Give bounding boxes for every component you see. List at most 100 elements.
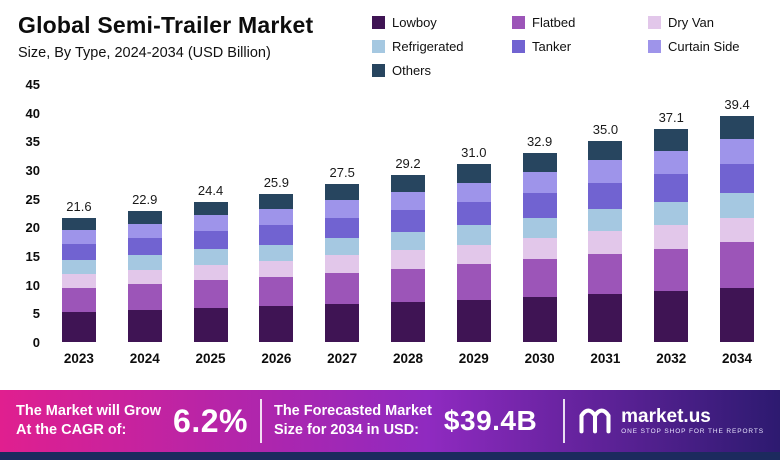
x-axis-label: 2032 bbox=[656, 351, 687, 366]
segment-refrigerated bbox=[127, 255, 162, 270]
legend-swatch bbox=[648, 40, 661, 53]
bar-total-label: 24.4 bbox=[197, 183, 224, 199]
segment-tanker bbox=[522, 193, 557, 218]
segment-others bbox=[654, 129, 689, 151]
cagr-label-line2: At the CAGR of: bbox=[16, 422, 127, 438]
segment-lowboy bbox=[259, 306, 294, 342]
segment-curtain-side bbox=[522, 172, 557, 193]
segment-curtain-side bbox=[259, 209, 294, 226]
segment-lowboy bbox=[127, 310, 162, 342]
segment-flatbed bbox=[325, 272, 360, 305]
bar-total-label: 31.0 bbox=[461, 145, 487, 161]
segment-lowboy bbox=[325, 304, 360, 342]
plot-area: 21.6 22.9 24.4 25.9 27.5 29.2 31.0 32.9 35.0 37.1… bbox=[46, 84, 770, 342]
segment-curtain-side bbox=[720, 139, 755, 164]
segment-tanker bbox=[390, 210, 425, 232]
x-axis-label: 2029 bbox=[458, 351, 489, 366]
legend-item-lowboy: Lowboy bbox=[372, 15, 498, 30]
segment-curtain-side bbox=[325, 200, 360, 218]
legend-item-tanker: Tanker bbox=[512, 39, 634, 54]
segment-lowboy bbox=[720, 287, 755, 342]
x-axis-label: 2030 bbox=[524, 351, 555, 366]
bar-group-2034: 39.4 bbox=[704, 84, 770, 342]
y-tick-label: 20 bbox=[25, 220, 40, 236]
y-tick-label: 10 bbox=[25, 277, 40, 293]
bar-group-2023: 21.6 bbox=[46, 84, 112, 342]
legend-label: Others bbox=[392, 63, 432, 78]
segment-curtain-side bbox=[61, 230, 96, 244]
stacked-bar-2030 bbox=[522, 153, 557, 342]
legend-item-refrigerated: Refrigerated bbox=[372, 39, 498, 54]
segment-lowboy bbox=[193, 308, 228, 342]
x-axis-label: 2023 bbox=[63, 351, 94, 366]
cagr-label-line1: The Market will Grow bbox=[16, 403, 162, 420]
x-axis-labels: 2023 2024 2025 2026 2027 2028 2029 2030 2031 2032… bbox=[46, 351, 770, 366]
segment-dry-van bbox=[456, 244, 491, 265]
bar-total-label: 27.5 bbox=[329, 165, 355, 181]
brand-tagline: ONE STOP SHOP FOR THE REPORTS bbox=[621, 427, 764, 435]
header: Global Semi-Trailer Market Size, By Type… bbox=[0, 0, 780, 78]
y-tick-label: 0 bbox=[32, 335, 40, 350]
segment-flatbed bbox=[127, 284, 162, 311]
segment-dry-van bbox=[127, 269, 162, 285]
segment-lowboy bbox=[588, 293, 623, 342]
forecast-label: The Forecasted Market Size for 2034 in U… bbox=[274, 402, 432, 440]
stacked-bar-2026 bbox=[259, 193, 294, 342]
bar-total-label: 35.0 bbox=[592, 122, 619, 138]
segment-curtain-side bbox=[193, 215, 228, 231]
bar-total-label: 25.9 bbox=[263, 174, 289, 190]
stacked-bar-2028 bbox=[390, 174, 425, 342]
segment-tanker bbox=[259, 225, 294, 245]
stacked-bar-2029 bbox=[456, 164, 491, 342]
segment-flatbed bbox=[259, 276, 294, 307]
x-axis-label: 2027 bbox=[327, 351, 358, 366]
x-axis-label: 2026 bbox=[261, 351, 292, 366]
segment-lowboy bbox=[390, 301, 425, 342]
x-axis-label: 2028 bbox=[392, 351, 423, 366]
stacked-bar-2031 bbox=[588, 141, 623, 342]
segment-curtain-side bbox=[456, 182, 491, 203]
legend-swatch bbox=[372, 40, 385, 53]
segment-dry-van bbox=[588, 231, 623, 254]
cagr-value: 6.2% bbox=[173, 402, 248, 439]
bar-total-label: 29.2 bbox=[395, 155, 421, 171]
segment-others bbox=[193, 202, 228, 216]
segment-flatbed bbox=[61, 287, 96, 313]
x-axis-label: 2024 bbox=[129, 351, 160, 366]
y-tick-label: 40 bbox=[25, 105, 40, 121]
chart-title: Global Semi-Trailer Market bbox=[18, 12, 314, 38]
bar-total-label: 39.4 bbox=[724, 97, 750, 113]
segment-refrigerated bbox=[456, 225, 491, 245]
bar-group-2025: 24.4 bbox=[178, 84, 244, 342]
bar-group-2031: 35.0 bbox=[573, 84, 639, 342]
legend-swatch bbox=[512, 40, 525, 53]
x-axis-label: 2031 bbox=[590, 351, 621, 366]
bar-group-2027: 27.5 bbox=[309, 84, 375, 342]
legend: Lowboy Flatbed Dry Van Refrigerated Tanker Cu… bbox=[372, 12, 766, 78]
y-tick-label: 35 bbox=[25, 134, 40, 150]
segment-tanker bbox=[61, 244, 96, 261]
segment-flatbed bbox=[588, 253, 623, 294]
segment-refrigerated bbox=[259, 244, 294, 261]
segment-refrigerated bbox=[720, 192, 755, 218]
segment-tanker bbox=[127, 238, 162, 256]
bar-total-label: 21.6 bbox=[66, 199, 92, 215]
legend-label: Lowboy bbox=[392, 15, 437, 30]
banner-divider bbox=[259, 399, 262, 443]
segment-others bbox=[522, 153, 557, 173]
segment-others bbox=[456, 164, 491, 183]
stacked-bar-2025 bbox=[193, 202, 228, 342]
segment-refrigerated bbox=[588, 209, 623, 232]
segment-others bbox=[390, 174, 425, 192]
legend-label: Dry Van bbox=[668, 15, 714, 30]
segment-curtain-side bbox=[654, 150, 689, 175]
x-axis-label: 2025 bbox=[195, 351, 226, 366]
y-tick-label: 15 bbox=[25, 249, 40, 264]
segment-tanker bbox=[193, 230, 228, 250]
segment-refrigerated bbox=[522, 217, 557, 239]
segment-flatbed bbox=[456, 264, 491, 300]
logo-text: market.us ONE STOP SHOP FOR THE REPORTS bbox=[621, 407, 764, 436]
segment-refrigerated bbox=[193, 249, 228, 265]
brand-name: market.us bbox=[621, 405, 711, 427]
segment-others bbox=[259, 193, 294, 210]
